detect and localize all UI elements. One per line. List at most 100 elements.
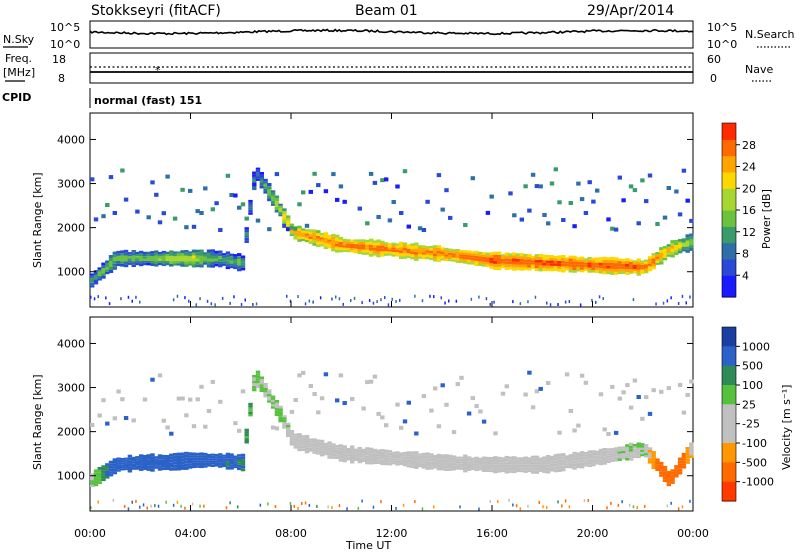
heatmap-cell: [270, 192, 276, 196]
heatmap-cell: [651, 466, 656, 469]
heatmap-cell: [436, 453, 442, 457]
heatmap-cell: [387, 450, 393, 453]
heatmap-cell: [308, 449, 313, 452]
heatmap-cell: [154, 192, 159, 197]
heatmap-cell: [644, 504, 646, 508]
heatmap-cell: [368, 461, 374, 465]
heatmap-cell: [410, 451, 415, 455]
heatmap-cell: [459, 456, 464, 459]
heatmap-cell: [361, 453, 366, 456]
heatmap-cell: [259, 172, 264, 175]
heatmap-cell: [568, 461, 573, 464]
heatmap-cell: [97, 269, 102, 272]
heatmap-cell: [274, 204, 280, 207]
heatmap-cell: [568, 505, 571, 509]
heatmap-cell: [474, 456, 479, 460]
heatmap-cell: [406, 464, 411, 468]
heatmap-cell: [538, 457, 543, 460]
heatmap-cell: [237, 253, 242, 257]
heatmap-cell: [210, 302, 213, 306]
heatmap-cell: [534, 389, 540, 394]
heatmap-cell: [530, 266, 536, 269]
heatmap-cell: [323, 372, 329, 377]
heatmap-cell: [304, 444, 310, 448]
heatmap-cell: [368, 299, 371, 303]
colorbar-cell: [722, 253, 736, 260]
heatmap-cell: [240, 456, 246, 460]
heatmap-cell: [270, 404, 276, 407]
heatmap-cell: [286, 220, 291, 224]
heatmap-cell: [237, 259, 242, 263]
heatmap-cell: [199, 264, 204, 268]
heatmap-cell: [644, 450, 649, 453]
heatmap-cell: [425, 252, 430, 255]
heatmap-cell: [610, 501, 612, 505]
heatmap-cell: [237, 459, 242, 463]
heatmap-cell: [191, 465, 197, 469]
heatmap-cell: [549, 181, 555, 186]
nave-tick-bottom: 0: [710, 72, 717, 85]
heatmap-cell: [323, 447, 329, 450]
colorbar-tick-label: 1000: [742, 340, 770, 353]
heatmap-cell: [451, 465, 457, 468]
heatmap-cell: [617, 266, 622, 269]
heatmap-cell: [399, 425, 404, 430]
heatmap-cell: [252, 303, 254, 306]
heatmap-cell: [229, 265, 234, 269]
heatmap-cell: [195, 258, 200, 262]
heatmap-cell: [105, 463, 110, 466]
heatmap-cell: [527, 262, 532, 265]
heatmap-cell: [384, 296, 386, 300]
heatmap-cell: [553, 454, 558, 458]
heatmap-cell: [195, 452, 200, 456]
heatmap-cell: [350, 243, 355, 246]
heatmap-cell: [493, 266, 498, 270]
heatmap-cell: [606, 453, 611, 456]
heatmap-cell: [361, 448, 366, 451]
sky-tick-left-top: 10^5: [50, 21, 80, 34]
heatmap-cell: [583, 260, 589, 263]
heatmap-cell: [221, 465, 227, 468]
heatmap-cell: [188, 256, 193, 259]
heatmap-cell: [598, 268, 604, 271]
heatmap-cell: [259, 381, 264, 385]
heatmap-cell: [346, 239, 351, 242]
heatmap-cell: [90, 285, 95, 288]
heatmap-cell: [523, 262, 528, 265]
heatmap-cell: [376, 254, 381, 258]
heatmap-cell: [150, 180, 155, 185]
heatmap-cell: [579, 269, 585, 273]
heatmap-cell: [557, 269, 562, 272]
colorbar-tick-label: 16: [742, 204, 756, 217]
heatmap-cell: [142, 263, 148, 266]
heatmap-cell: [142, 460, 148, 463]
heatmap-cell: [101, 268, 106, 271]
heatmap-cell: [131, 465, 136, 468]
heatmap-cell: [372, 301, 375, 305]
heatmap-cell: [440, 454, 445, 458]
colorbar-tick-label: 500: [742, 360, 763, 373]
heatmap-cell: [628, 451, 634, 455]
heatmap-cell: [436, 259, 442, 263]
heatmap-cell: [632, 269, 638, 272]
heatmap-cell: [474, 404, 479, 409]
heatmap-cell: [278, 411, 283, 414]
heatmap-cell: [436, 456, 442, 460]
heatmap-cell: [534, 455, 540, 459]
heatmap-cell: [195, 255, 200, 259]
heatmap-cell: [640, 447, 645, 450]
heatmap-cell: [591, 257, 596, 261]
heatmap-cell: [93, 477, 99, 481]
heatmap-cell: [606, 455, 611, 459]
heatmap-cell: [112, 466, 117, 469]
heatmap-cell: [184, 413, 189, 418]
heatmap-cell: [105, 476, 110, 479]
heatmap-cell: [108, 465, 114, 469]
heatmap-cell: [670, 245, 675, 249]
heatmap-cell: [120, 466, 125, 469]
heatmap-cell: [504, 455, 509, 459]
heatmap-cell: [221, 261, 227, 264]
heatmap-cell: [135, 456, 140, 459]
heatmap-cell: [572, 451, 577, 455]
heatmap-cell: [523, 462, 528, 465]
